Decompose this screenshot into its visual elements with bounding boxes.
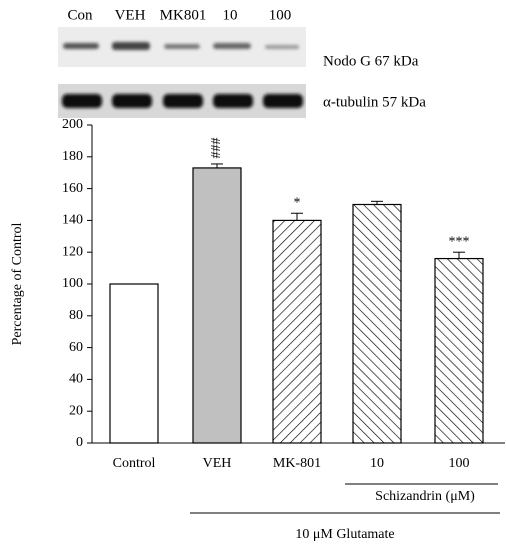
y-tick-label: 60: [69, 340, 83, 355]
x-tick-label: 10: [370, 456, 384, 471]
band-label: α-tubulin 57 kDa: [323, 94, 426, 110]
y-tick-label: 0: [76, 435, 83, 450]
bar: [352, 203, 402, 444]
bar: [434, 257, 484, 444]
significance-label: ###: [209, 137, 224, 158]
significance-label: *: [294, 195, 301, 210]
lane-label: VEH: [115, 7, 146, 23]
bar: [109, 283, 159, 444]
y-tick-label: 140: [62, 213, 83, 228]
x-tick-label: VEH: [203, 456, 232, 471]
y-tick-label: 200: [62, 117, 83, 132]
group-label: Schizandrin (μM): [375, 489, 475, 504]
y-tick-label: 160: [62, 181, 83, 196]
y-tick-label: 100: [62, 276, 83, 291]
y-tick-label: 80: [69, 308, 83, 323]
blot-bands: [62, 42, 303, 108]
y-tick-label: 20: [69, 403, 83, 418]
lane-label: 10: [223, 7, 238, 23]
x-tick-label: Control: [113, 456, 156, 471]
lane-label: 100: [269, 7, 292, 23]
y-tick-label: 120: [62, 244, 83, 259]
lane-label: MK801: [160, 7, 207, 23]
lane-label: Con: [67, 7, 93, 23]
bar: [272, 219, 322, 444]
blot-panel: Con VEH MK801 10 100 Nodo G 67 kDa α-tub…: [58, 7, 426, 118]
group-label: 10 μM Glutamate: [295, 527, 394, 542]
y-tick-label: 180: [62, 149, 83, 164]
y-axis-title: Percentage of Control: [10, 222, 25, 345]
y-tick-label: 40: [69, 372, 83, 387]
x-tick-label: 100: [449, 456, 470, 471]
bar: [192, 167, 242, 444]
band-label: Nodo G 67 kDa: [323, 53, 419, 69]
significance-label: ***: [449, 234, 470, 249]
x-tick-label: MK-801: [273, 456, 321, 471]
